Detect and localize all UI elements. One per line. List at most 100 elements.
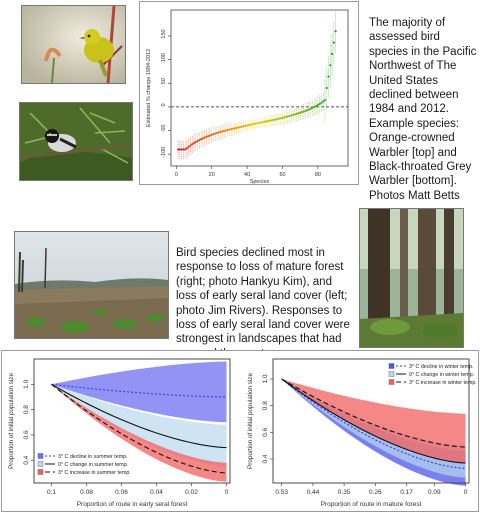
x-tick-label: 0.08 [80, 489, 93, 496]
species-point [315, 104, 318, 108]
species-point [244, 124, 247, 127]
species-point [185, 147, 189, 150]
early-seral-clearcut-photo [14, 231, 169, 339]
species-point [316, 103, 320, 107]
species-point [267, 119, 270, 123]
species-point [198, 138, 201, 142]
x-axis-label: Species [250, 179, 270, 184]
species-point [199, 138, 203, 141]
species-point [325, 86, 328, 90]
confidence-band [281, 379, 466, 463]
x-tick-label: 0 [225, 489, 229, 496]
x-tick-label: 60 [279, 172, 285, 178]
x-tick-label: 0 [175, 172, 178, 178]
species-point [242, 125, 245, 128]
y-tick-label: 1.0 [262, 374, 269, 383]
species-point [187, 145, 190, 148]
y-tick-label: 0.8 [262, 401, 269, 410]
y-tick-label: 0.4 [23, 455, 30, 464]
species-point [253, 122, 256, 126]
species-point [224, 129, 227, 132]
y-axis-label: Proportion of initial population size [247, 373, 254, 469]
species-point [327, 75, 330, 78]
species-point [254, 122, 258, 125]
plot-frame [170, 9, 349, 167]
x-tick-label: 0.17 [400, 489, 413, 496]
y-tick-label: 0.6 [23, 430, 30, 439]
species-point [208, 134, 212, 137]
legend-swatch [388, 363, 395, 369]
middle-caption: Bird species declined most in response t… [176, 247, 350, 360]
species-point [205, 135, 208, 138]
species-point [302, 110, 305, 113]
top-caption: The majority of assessed bird species in… [369, 17, 477, 202]
x-tick-label: 0 [464, 489, 468, 496]
species-point [251, 123, 254, 126]
orange-crowned-warbler-photo [21, 5, 126, 84]
species-point [228, 128, 231, 131]
species-point [284, 115, 288, 118]
legend-swatch [37, 469, 44, 475]
mean-line [51, 383, 227, 449]
black-throated-grey-warbler-photo [19, 102, 133, 181]
species-point [184, 148, 187, 151]
species-point [237, 126, 240, 129]
species-point [281, 116, 284, 119]
plot-border [272, 358, 470, 484]
x-axis-label: Proportion of route in early seral fores… [77, 501, 188, 508]
species-point [210, 133, 213, 136]
species-point [292, 113, 295, 117]
x-tick-label: 0.35 [338, 489, 351, 496]
species-point [238, 125, 242, 129]
species-point [260, 121, 263, 124]
y-tick-label: 0 [161, 103, 167, 106]
species-change-plot: 0 20 40 60 80 -100 -50 0 50 100 150 Species Estimate… [146, 9, 349, 184]
species-point [176, 148, 180, 151]
x-tick-label: 0.26 [369, 489, 382, 496]
species-point [318, 102, 321, 105]
early-seral-chart: 0.1 0.08 0.06 0.04 0.02 0 0.4 0.6 0.8 1.0 Proporti… [2, 351, 238, 511]
species-point [196, 139, 199, 143]
y-tick-label: 50 [161, 78, 167, 84]
species-point [276, 117, 279, 121]
legend-label: 3° C decline in summer temp. [58, 454, 128, 460]
species-change-chart: 0 20 40 60 80 -100 -50 0 50 100 150 Species Estimate… [139, 1, 359, 185]
species-point [295, 112, 298, 115]
species-point [249, 123, 252, 126]
x-tick-label: 80 [315, 172, 321, 178]
species-point [283, 116, 286, 119]
species-point [311, 106, 314, 109]
species-point [274, 118, 277, 121]
mature-forest-photo [359, 208, 464, 348]
x-tick-label: 20 [209, 172, 215, 178]
mean-line [281, 378, 466, 469]
legend-swatch [37, 453, 44, 459]
species-point [307, 108, 311, 111]
y-tick-label: 0.6 [262, 427, 269, 436]
species-point [322, 100, 325, 103]
species-point [217, 131, 220, 134]
species-point [203, 136, 206, 139]
species-point [247, 124, 250, 127]
species-point [269, 119, 272, 122]
species-point [233, 127, 236, 130]
species-point [329, 64, 332, 67]
species-point [263, 120, 266, 123]
legend-label: 3° C decline in winter temp. [409, 364, 474, 370]
species-point [258, 121, 261, 124]
species-point [277, 117, 281, 120]
species-point [182, 148, 185, 151]
legend-swatch [388, 371, 395, 377]
species-point [235, 126, 238, 129]
species-point [300, 111, 304, 114]
x-tick-label: 0.06 [115, 489, 128, 496]
species-point [288, 114, 291, 118]
species-point [256, 122, 259, 125]
species-point [207, 134, 210, 138]
species-point [194, 140, 197, 144]
species-point [279, 117, 282, 120]
y-tick-label: 150 [161, 29, 167, 38]
species-point [201, 137, 204, 140]
confidence-band [51, 384, 227, 467]
legend-label: 0° C change in summer temp. [58, 462, 128, 468]
